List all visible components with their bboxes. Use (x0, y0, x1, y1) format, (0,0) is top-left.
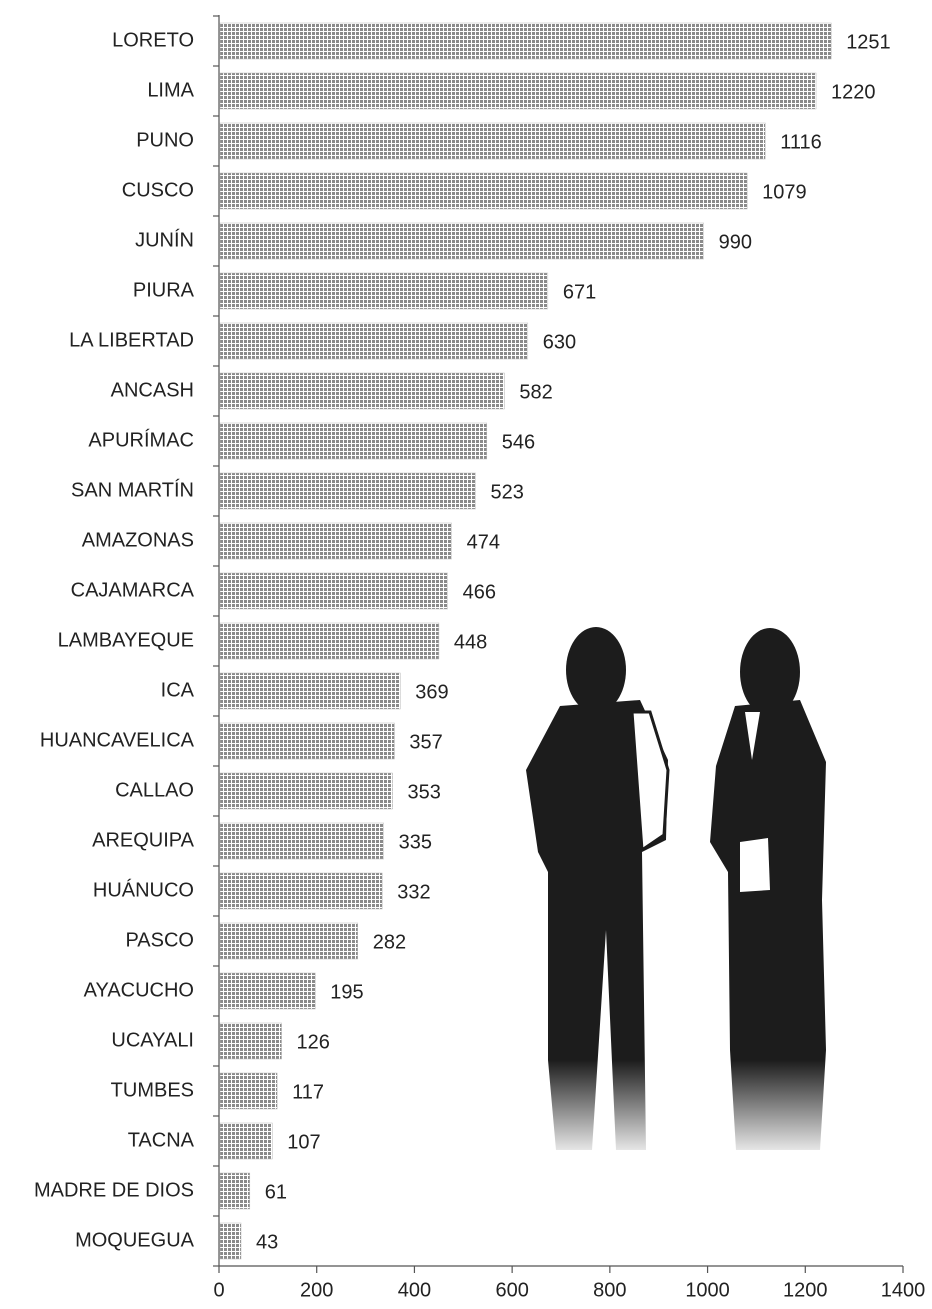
bar (220, 1023, 282, 1059)
value-label: 1079 (762, 181, 807, 203)
y-tick-label: CALLAO (115, 779, 194, 801)
value-label: 1220 (831, 81, 876, 103)
bar (220, 473, 476, 509)
y-tick-label: AMAZONAS (82, 529, 194, 551)
x-tick-label: 1200 (783, 1279, 828, 1301)
y-tick-label: AYACUCHO (84, 979, 194, 1001)
value-label: 61 (265, 1181, 287, 1203)
value-label: 353 (407, 781, 440, 803)
y-tick-label: TUMBES (111, 1079, 194, 1101)
bar (220, 973, 315, 1009)
value-label: 630 (543, 331, 576, 353)
y-tick-label: AREQUIPA (92, 829, 195, 851)
y-tick-label: CAJAMARCA (71, 579, 195, 601)
bar (220, 273, 548, 309)
value-label: 523 (491, 481, 524, 503)
value-label: 671 (563, 281, 596, 303)
value-label: 332 (397, 881, 430, 903)
bar (220, 323, 528, 359)
y-tick-label: TACNA (128, 1129, 195, 1151)
bar (220, 373, 504, 409)
x-tick-label: 1400 (881, 1279, 926, 1301)
x-tick-label: 600 (495, 1279, 528, 1301)
bar (220, 873, 382, 909)
bar (220, 1173, 250, 1209)
y-tick-label: ANCASH (111, 379, 194, 401)
value-label: 990 (719, 231, 752, 253)
y-tick-label: ICA (161, 679, 195, 701)
value-label: 357 (409, 731, 442, 753)
value-label: 282 (373, 931, 406, 953)
bar (220, 923, 358, 959)
bar (220, 723, 394, 759)
y-tick-label: MADRE DE DIOS (34, 1179, 194, 1201)
y-tick-label: UCAYALI (111, 1029, 194, 1051)
value-label: 582 (519, 381, 552, 403)
bar (220, 423, 487, 459)
y-tick-label: LORETO (112, 29, 194, 51)
bar (220, 223, 704, 259)
y-tick-label: LAMBAYEQUE (58, 629, 194, 651)
bar (220, 1073, 277, 1109)
bar (220, 773, 392, 809)
value-label: 474 (467, 531, 500, 553)
chart: 0 200 400 600 800 1000 1200 1400 LORETO 1251 LIMA 1… (0, 0, 932, 1309)
y-tick-label: LIMA (147, 79, 194, 101)
bar (220, 1123, 272, 1159)
bar (220, 573, 448, 609)
value-label: 195 (330, 981, 363, 1003)
y-tick-label: APURÍMAC (88, 428, 194, 451)
bar (220, 823, 384, 859)
x-tick-label: 800 (593, 1279, 626, 1301)
bar (220, 523, 452, 559)
value-label: 43 (256, 1231, 278, 1253)
value-label: 1251 (846, 31, 891, 53)
value-label: 546 (502, 431, 535, 453)
y-tick-label: HUÁNUCO (93, 878, 194, 901)
y-tick-label: PUNO (136, 129, 194, 151)
y-tick-label: HUANCAVELICA (40, 729, 195, 751)
value-label: 335 (399, 831, 432, 853)
x-tick-label: 0 (213, 1279, 224, 1301)
bar (220, 673, 400, 709)
y-tick-label: PIURA (133, 279, 195, 301)
y-tick-label: CUSCO (122, 179, 194, 201)
y-tick-label: SAN MARTÍN (71, 478, 194, 501)
value-label: 107 (287, 1131, 320, 1153)
x-tick-label: 1000 (685, 1279, 730, 1301)
y-tick-label: LA LIBERTAD (69, 329, 194, 351)
bar (220, 23, 831, 59)
value-label: 369 (415, 681, 448, 703)
value-label: 466 (463, 581, 496, 603)
y-tick-label: JUNÍN (135, 228, 194, 251)
bar (220, 123, 765, 159)
y-tick-label: PASCO (125, 929, 194, 951)
x-tick-label: 200 (300, 1279, 333, 1301)
bar (220, 173, 747, 209)
value-label: 448 (454, 631, 487, 653)
x-tick-label: 400 (398, 1279, 431, 1301)
y-tick-label: MOQUEGUA (75, 1229, 195, 1251)
value-label: 126 (297, 1031, 330, 1053)
silhouettes (526, 627, 826, 1150)
bar (220, 623, 439, 659)
bar (220, 1223, 241, 1259)
value-label: 1116 (780, 131, 822, 153)
value-label: 117 (292, 1081, 324, 1103)
bar (220, 73, 816, 109)
